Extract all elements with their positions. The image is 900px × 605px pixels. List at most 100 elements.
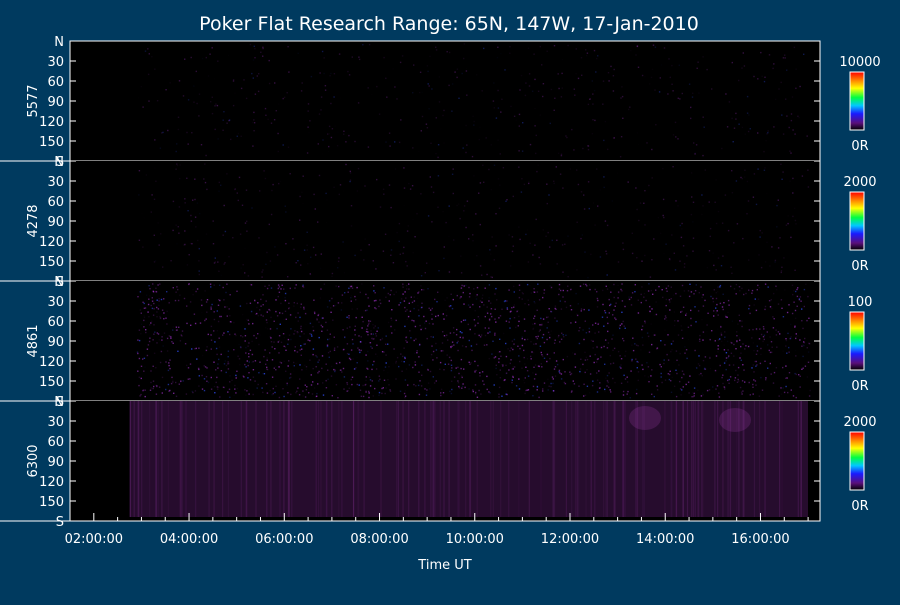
- emission-streak: [779, 401, 781, 517]
- emission-pixel: [529, 285, 530, 286]
- emission-pixel: [469, 328, 471, 331]
- emission-pixel: [373, 327, 375, 329]
- emission-pixel: [461, 385, 464, 387]
- emission-pixel: [142, 389, 145, 391]
- emission-pixel: [276, 315, 279, 317]
- emission-pixel: [672, 90, 674, 92]
- emission-pixel: [213, 330, 215, 332]
- emission-pixel: [371, 368, 373, 371]
- emission-pixel: [450, 305, 452, 307]
- emission-pixel: [803, 344, 805, 347]
- emission-pixel: [171, 393, 173, 395]
- emission-pixel: [533, 291, 535, 293]
- emission-pixel: [773, 126, 775, 128]
- emission-pixel: [150, 370, 152, 372]
- x-tick-label: 10:00:00: [446, 532, 504, 547]
- emission-pixel: [172, 329, 174, 331]
- emission-pixel: [529, 143, 532, 146]
- emission-pixel: [386, 96, 388, 98]
- emission-pixel: [532, 385, 535, 388]
- emission-pixel: [791, 312, 794, 315]
- emission-pixel: [223, 263, 225, 265]
- emission-pixel: [691, 196, 693, 198]
- emission-pixel: [259, 190, 261, 192]
- emission-pixel: [399, 253, 401, 255]
- emission-pixel: [704, 367, 706, 369]
- emission-pixel: [460, 287, 463, 289]
- emission-pixel: [755, 328, 758, 330]
- emission-pixel: [510, 265, 512, 267]
- emission-pixel: [205, 233, 208, 235]
- emission-pixel: [242, 264, 244, 266]
- emission-pixel: [210, 101, 212, 103]
- emission-pixel: [656, 385, 658, 387]
- emission-pixel: [744, 176, 746, 178]
- emission-pixel: [398, 141, 401, 144]
- emission-pixel: [373, 290, 375, 292]
- emission-pixel: [688, 339, 689, 340]
- emission-pixel: [672, 340, 674, 342]
- emission-pixel: [310, 333, 313, 336]
- emission-streak: [578, 401, 580, 517]
- emission-pixel: [413, 300, 416, 302]
- emission-pixel: [279, 323, 281, 325]
- emission-pixel: [757, 298, 760, 300]
- emission-pixel: [571, 352, 574, 354]
- emission-pixel: [761, 75, 763, 77]
- emission-pixel: [533, 288, 535, 290]
- emission-pixel: [141, 213, 142, 214]
- emission-pixel: [786, 115, 788, 117]
- emission-pixel: [744, 381, 746, 383]
- x-tick-label: 06:00:00: [255, 532, 313, 547]
- emission-streak: [565, 401, 567, 517]
- emission-pixel: [410, 337, 412, 339]
- emission-pixel: [236, 370, 238, 372]
- emission-pixel: [431, 307, 433, 310]
- emission-pixel: [360, 336, 362, 338]
- emission-pixel: [459, 297, 461, 299]
- emission-pixel: [334, 304, 337, 307]
- emission-pixel: [290, 328, 292, 330]
- emission-pixel: [660, 366, 662, 368]
- emission-pixel: [217, 60, 219, 62]
- emission-pixel: [159, 315, 161, 318]
- emission-pixel: [682, 386, 684, 388]
- emission-pixel: [612, 314, 614, 316]
- emission-pixel: [512, 195, 514, 198]
- emission-pixel: [527, 261, 530, 263]
- y-tick-label: N: [54, 395, 64, 410]
- emission-pixel: [610, 291, 612, 293]
- emission-pixel: [283, 288, 285, 290]
- emission-pixel: [774, 261, 776, 263]
- emission-pixel: [383, 369, 385, 372]
- emission-pixel: [742, 52, 744, 54]
- emission-pixel: [399, 390, 402, 392]
- emission-pixel: [139, 291, 142, 293]
- emission-pixel: [400, 353, 402, 355]
- emission-pixel: [450, 392, 453, 395]
- emission-pixel: [702, 305, 705, 307]
- emission-pixel: [490, 313, 492, 315]
- emission-pixel: [301, 348, 303, 350]
- emission-pixel: [435, 315, 437, 318]
- emission-streak: [726, 401, 729, 517]
- emission-pixel: [249, 43, 252, 46]
- emission-pixel: [794, 133, 796, 135]
- emission-pixel: [265, 383, 268, 385]
- emission-pixel: [412, 92, 414, 94]
- emission-pixel: [360, 249, 362, 251]
- emission-pixel: [511, 368, 513, 370]
- emission-pixel: [636, 45, 639, 48]
- emission-pixel: [229, 294, 231, 296]
- emission-pixel: [306, 249, 308, 251]
- emission-pixel: [282, 388, 284, 390]
- emission-pixel: [252, 322, 254, 325]
- emission-pixel: [191, 243, 193, 245]
- emission-pixel: [474, 324, 477, 326]
- emission-pixel: [783, 350, 784, 351]
- emission-pixel: [327, 338, 329, 341]
- emission-pixel: [547, 389, 549, 391]
- emission-pixel: [598, 331, 600, 333]
- emission-pixel: [318, 113, 321, 115]
- emission-pixel: [392, 262, 395, 264]
